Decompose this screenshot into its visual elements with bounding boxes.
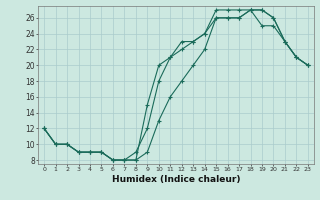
X-axis label: Humidex (Indice chaleur): Humidex (Indice chaleur) — [112, 175, 240, 184]
